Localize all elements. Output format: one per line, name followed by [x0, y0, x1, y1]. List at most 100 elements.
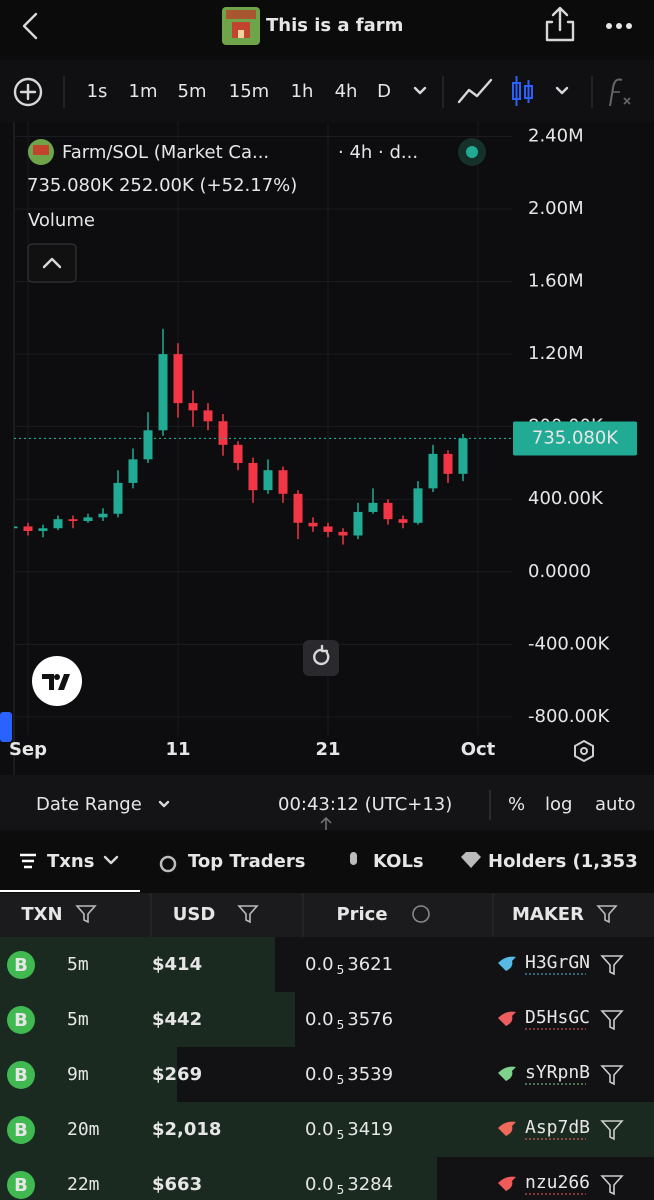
interval-button[interactable]: 5m: [178, 81, 207, 102]
row-filter[interactable]: [600, 1175, 624, 1196]
candle-body: [278, 470, 288, 494]
maker-address[interactable]: sYRpnB: [525, 1062, 590, 1083]
chart-settings-button[interactable]: [574, 739, 594, 763]
price-digits: 3284: [347, 1174, 393, 1195]
candle-body: [428, 453, 438, 489]
tab-holders[interactable]: Holders (1,353: [488, 851, 638, 872]
x-tick-label: Sep: [9, 739, 47, 760]
candle-body: [443, 453, 453, 474]
maker-icon: [498, 956, 516, 971]
y-tick-label: 2.40M: [528, 126, 584, 147]
sort-icon[interactable]: [412, 905, 430, 923]
filter-icon[interactable]: [75, 905, 97, 924]
back-button[interactable]: [22, 12, 38, 40]
interval-button[interactable]: 1h: [291, 81, 314, 102]
column-header[interactable]: MAKER: [512, 904, 584, 925]
top-bar: [0, 0, 654, 56]
date-range-button[interactable]: Date Range: [36, 794, 142, 815]
txn-badge: [7, 1006, 35, 1034]
line-chart-button[interactable]: [457, 78, 493, 104]
share-button[interactable]: [545, 6, 575, 42]
last-price-tag: [513, 421, 637, 456]
y-tick-label: -400.00K: [528, 633, 610, 654]
filter-icon[interactable]: [237, 905, 259, 924]
column-header[interactable]: USD: [173, 904, 216, 925]
legend-change: 252.00K: [119, 175, 195, 196]
txn-usd: $663: [152, 1174, 202, 1195]
candle-chart-button[interactable]: [512, 76, 533, 106]
txn-price: 0.0 5 3621: [305, 954, 393, 977]
candle-body: [188, 403, 198, 411]
y-tick-label: 1.60M: [528, 271, 584, 292]
maker-address[interactable]: Asp7dB: [525, 1117, 590, 1138]
page-title: This is a farm: [266, 15, 403, 36]
side-panel-toggle[interactable]: [0, 712, 12, 742]
maker-address[interactable]: H3GrGN: [525, 952, 590, 973]
txn-type: B: [14, 1065, 28, 1086]
candle-body: [23, 526, 33, 531]
x-tick-label: Oct: [461, 739, 496, 760]
interval-button[interactable]: D: [377, 81, 391, 102]
candle-body: [383, 502, 393, 520]
indicators-button[interactable]: [609, 78, 631, 107]
chart-legend: Farm/SOL (Market Ca... · 4h · d... 735.0…: [27, 138, 486, 283]
tab-txns[interactable]: Txns: [47, 851, 94, 872]
interval-button[interactable]: 4h: [335, 81, 358, 102]
chart-footer: [0, 775, 654, 830]
reset-button[interactable]: [303, 640, 339, 676]
last-price-label: 735.080K: [532, 427, 619, 448]
price-lead: 0.0: [305, 1174, 334, 1195]
chart-subtitle: · 4h · d...: [338, 142, 418, 163]
txns-icon: [20, 853, 36, 869]
txn-age: 20m: [67, 1119, 100, 1140]
column-header[interactable]: TXN: [21, 904, 62, 925]
candle-body: [128, 459, 138, 483]
txn-age: 5m: [67, 954, 89, 975]
add-indicator-button[interactable]: [13, 77, 43, 107]
interval-button[interactable]: 1m: [129, 81, 158, 102]
price-zeros: 5: [337, 1018, 345, 1032]
tradingview-logo: [32, 656, 82, 706]
auto-toggle[interactable]: auto: [595, 794, 636, 815]
maker-address[interactable]: D5HsGC: [525, 1007, 590, 1028]
status-dot: [466, 146, 478, 158]
price-lead: 0.0: [305, 1064, 334, 1085]
interval-group: 1s 1m 5m 15m 1h 4h D: [87, 81, 391, 102]
more-button[interactable]: [606, 23, 632, 29]
collapse-button[interactable]: [27, 243, 77, 283]
candle-body: [353, 511, 363, 536]
maker-address[interactable]: nzu266: [525, 1172, 590, 1193]
row-filter[interactable]: [600, 1120, 624, 1141]
candle-body: [173, 354, 183, 404]
txn-type: B: [14, 1010, 28, 1031]
collapse-icon: [42, 257, 62, 269]
row-filter[interactable]: [600, 1065, 624, 1086]
filter-icon[interactable]: [596, 905, 618, 924]
txn-usd: $269: [152, 1064, 202, 1085]
row-volume-bar: [0, 937, 275, 992]
interval-dropdown[interactable]: [413, 86, 427, 95]
row-filter[interactable]: [600, 955, 624, 976]
kols-icon: [350, 852, 357, 865]
maker-icon: [498, 1121, 516, 1136]
price-digits: 3539: [347, 1064, 393, 1085]
tab-kols[interactable]: KOLs: [373, 851, 424, 872]
candle-body: [398, 519, 408, 523]
column-header[interactable]: Price: [336, 904, 387, 925]
interval-button[interactable]: 15m: [229, 81, 269, 102]
log-toggle[interactable]: log: [545, 794, 572, 815]
txn-price: 0.0 5 3284: [305, 1174, 393, 1197]
candle-body: [158, 354, 168, 431]
row-filter[interactable]: [600, 1010, 624, 1031]
interval-button[interactable]: 1s: [87, 81, 108, 102]
txn-usd: $2,018: [152, 1119, 221, 1140]
y-tick-label: 2.00M: [528, 198, 584, 219]
price-digits: 3576: [347, 1009, 393, 1030]
price-zeros: 5: [337, 1073, 345, 1087]
tab-top-traders[interactable]: Top Traders: [188, 851, 305, 872]
candle-body: [83, 517, 93, 521]
chart-type-dropdown[interactable]: [555, 86, 569, 95]
candle-body: [218, 421, 228, 445]
percent-toggle[interactable]: %: [508, 794, 525, 815]
